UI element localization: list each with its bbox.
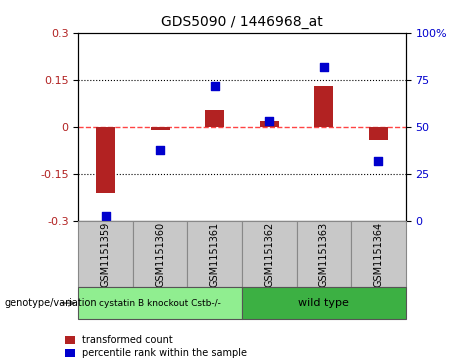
Point [157, 147, 164, 152]
Bar [260, 121, 279, 127]
Point [375, 158, 382, 164]
Title: GDS5090 / 1446968_at: GDS5090 / 1446968_at [161, 15, 323, 29]
Point [211, 83, 219, 89]
Bar [242, 287, 406, 319]
Bar [242, 221, 296, 287]
Bar [151, 127, 170, 130]
Point [102, 213, 109, 219]
Bar [314, 86, 333, 127]
Text: GSM1151361: GSM1151361 [210, 221, 220, 287]
Point [266, 118, 273, 124]
Bar [78, 221, 133, 287]
Bar [351, 221, 406, 287]
Bar [133, 221, 188, 287]
Legend: transformed count, percentile rank within the sample: transformed count, percentile rank withi… [65, 335, 247, 358]
Bar [96, 127, 115, 193]
Bar [205, 110, 225, 127]
Text: wild type: wild type [298, 298, 349, 308]
Point [320, 64, 327, 70]
Text: cystatin B knockout Cstb-/-: cystatin B knockout Cstb-/- [99, 299, 221, 307]
Bar [188, 221, 242, 287]
Text: GSM1151359: GSM1151359 [100, 221, 111, 287]
Text: GSM1151363: GSM1151363 [319, 221, 329, 287]
Bar [369, 127, 388, 140]
Text: genotype/variation: genotype/variation [5, 298, 97, 308]
Text: GSM1151364: GSM1151364 [373, 221, 384, 287]
Text: GSM1151360: GSM1151360 [155, 221, 165, 287]
Bar [296, 221, 351, 287]
Text: GSM1151362: GSM1151362 [264, 221, 274, 287]
Bar [78, 287, 242, 319]
